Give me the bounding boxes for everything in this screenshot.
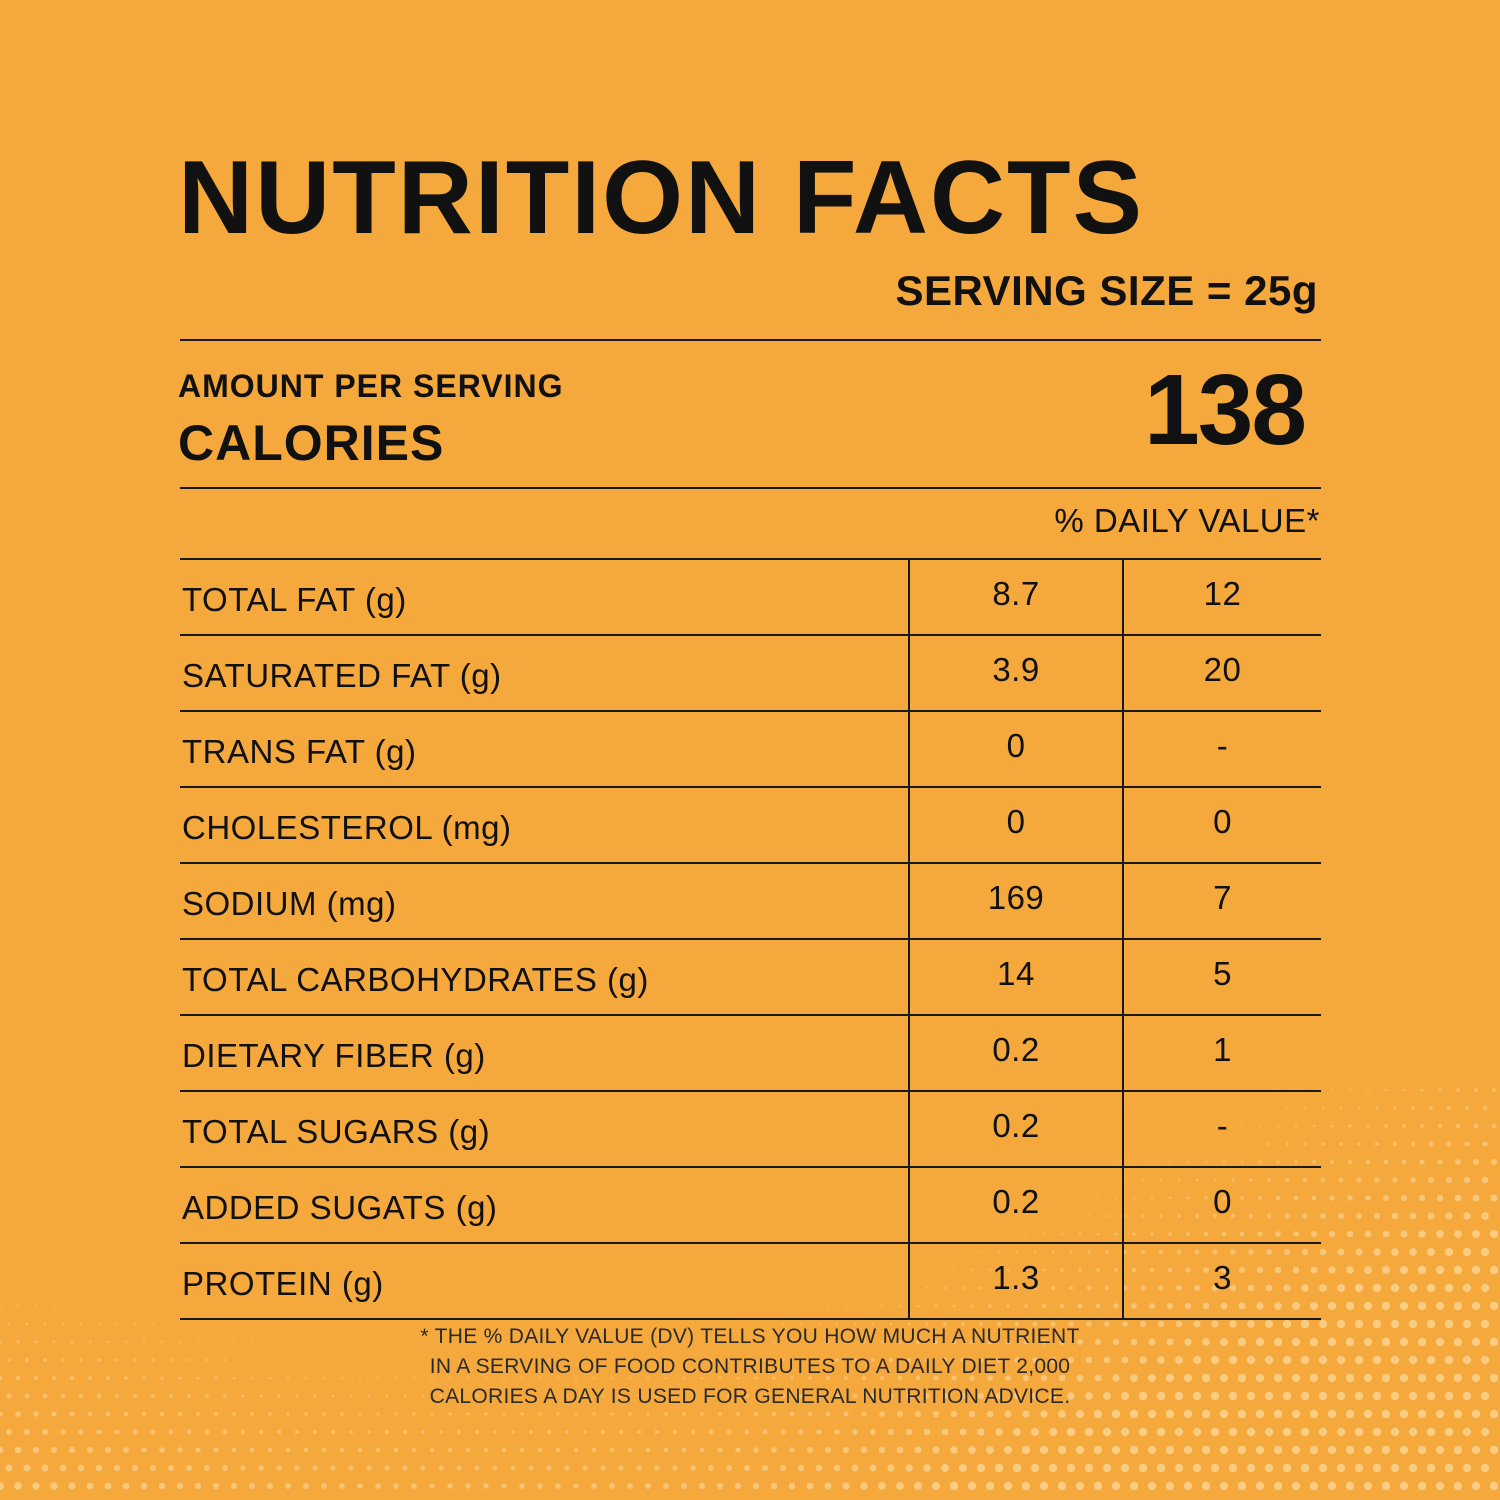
nutrient-name: TOTAL SUGARS (g) (180, 1091, 909, 1168)
nutrient-name: TOTAL FAT (g) (180, 558, 909, 636)
nutrient-name: SODIUM (mg) (180, 863, 909, 940)
nutrient-name: SATURATED FAT (g) (180, 635, 909, 712)
nutrient-daily-value: - (1122, 711, 1321, 788)
footnote-line: CALORIES A DAY IS USED FOR GENERAL NUTRI… (429, 1385, 1071, 1408)
nutrient-amount: 3.9 (908, 635, 1123, 712)
nutrient-name: PROTEIN (g) (180, 1243, 909, 1320)
footnote-line: IN A SERVING OF FOOD CONTRIBUTES TO A DA… (429, 1355, 1071, 1378)
divider (180, 339, 1321, 341)
table-row: SATURATED FAT (g) 3.9 20 (180, 635, 1321, 712)
nutrient-daily-value: 1 (1122, 1015, 1321, 1092)
divider (180, 487, 1321, 489)
table-row: CHOLESTEROL (mg) 0 0 (180, 787, 1321, 864)
nutrient-daily-value: 0 (1122, 787, 1321, 864)
nutrient-amount: 0.2 (908, 1167, 1123, 1244)
footnote: * THE % DAILY VALUE (DV) TELLS YOU HOW M… (0, 1322, 1500, 1412)
nutrient-amount: 0.2 (908, 1091, 1123, 1168)
nutrient-amount: 1.3 (908, 1243, 1123, 1320)
nutrition-table: TOTAL FAT (g) 8.7 12 SATURATED FAT (g) 3… (180, 558, 1321, 1320)
nutrient-daily-value: 0 (1122, 1167, 1321, 1244)
nutrient-amount: 14 (908, 939, 1123, 1016)
nutrient-name: DIETARY FIBER (g) (180, 1015, 909, 1092)
table-row: PROTEIN (g) 1.3 3 (180, 1243, 1321, 1320)
nutrient-amount: 0 (908, 711, 1123, 788)
nutrient-daily-value: 20 (1122, 635, 1321, 712)
amount-per-serving-label: AMOUNT PER SERVING (178, 368, 564, 404)
nutrient-daily-value: 12 (1122, 558, 1321, 636)
nutrient-name: ADDED SUGATS (g) (180, 1167, 909, 1244)
nutrient-name: CHOLESTEROL (mg) (180, 787, 909, 864)
table-row: TOTAL CARBOHYDRATES (g) 14 5 (180, 939, 1321, 1016)
nutrient-name: TRANS FAT (g) (180, 711, 909, 788)
daily-value-header: % DAILY VALUE* (1054, 502, 1320, 539)
serving-size: SERVING SIZE = 25g (895, 267, 1318, 314)
table-row: TOTAL SUGARS (g) 0.2 - (180, 1091, 1321, 1168)
calories-value: 138 (1144, 354, 1307, 466)
footnote-line: * THE % DAILY VALUE (DV) TELLS YOU HOW M… (420, 1325, 1080, 1348)
nutrient-amount: 0.2 (908, 1015, 1123, 1092)
nutrient-name: TOTAL CARBOHYDRATES (g) (180, 939, 909, 1016)
table-row: SODIUM (mg) 169 7 (180, 863, 1321, 940)
nutrient-amount: 169 (908, 863, 1123, 940)
page-title: NUTRITION FACTS (178, 140, 1144, 256)
table-row: TOTAL FAT (g) 8.7 12 (180, 558, 1321, 636)
table-row: DIETARY FIBER (g) 0.2 1 (180, 1015, 1321, 1092)
nutrient-amount: 8.7 (908, 558, 1123, 636)
nutrient-amount: 0 (908, 787, 1123, 864)
table-row: TRANS FAT (g) 0 - (180, 711, 1321, 788)
nutrient-daily-value: 7 (1122, 863, 1321, 940)
nutrient-daily-value: 5 (1122, 939, 1321, 1016)
table-row: ADDED SUGATS (g) 0.2 0 (180, 1167, 1321, 1244)
calories-label: CALORIES (178, 415, 445, 471)
nutrient-daily-value: 3 (1122, 1243, 1321, 1320)
nutrient-daily-value: - (1122, 1091, 1321, 1168)
